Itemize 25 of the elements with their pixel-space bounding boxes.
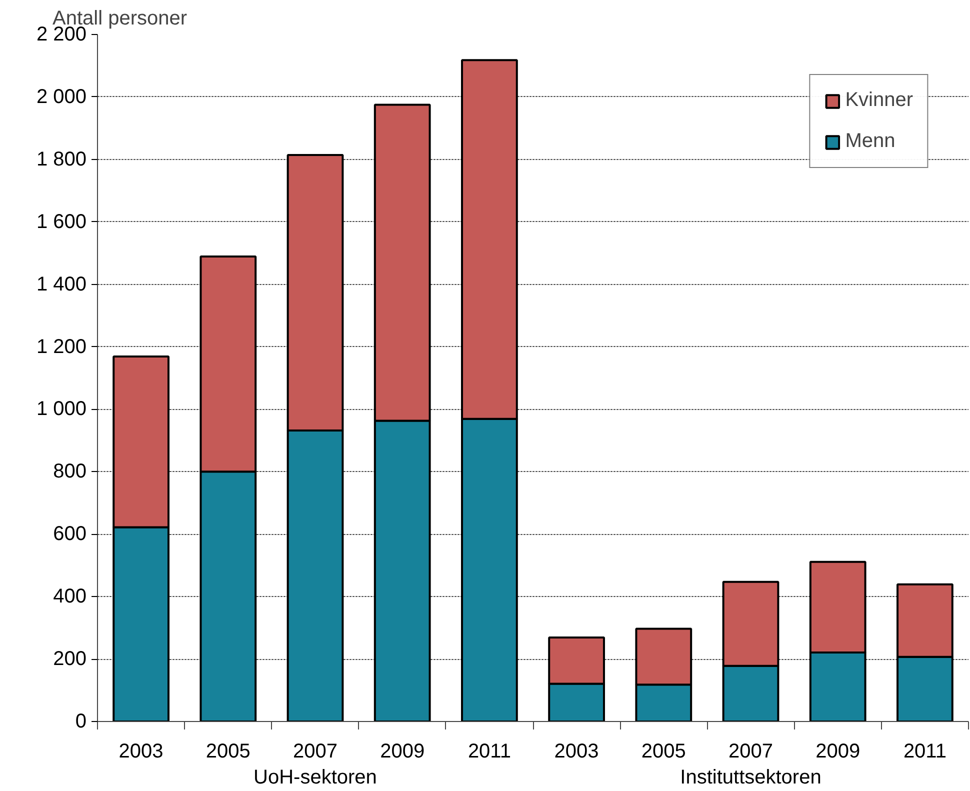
- x-tick-label: 2009: [380, 740, 425, 762]
- y-tick-label: 1 200: [36, 336, 87, 358]
- x-tick-label: 2011: [903, 740, 946, 762]
- legend-label: Kvinner: [845, 89, 913, 112]
- y-tick-label: 1 600: [36, 210, 87, 233]
- x-tick-label: 2005: [641, 740, 686, 762]
- x-tick-label: 2011: [468, 740, 511, 762]
- y-tick-label: 2 000: [36, 86, 87, 108]
- x-tick-label: 2005: [206, 740, 250, 762]
- y-tick-label: 1 800: [36, 148, 87, 170]
- text: Instituttsektoren: [680, 766, 822, 788]
- text: UoH-sektoren: [254, 766, 377, 788]
- y-tick-label: 400: [53, 586, 87, 608]
- y-tick-label: 200: [53, 648, 87, 670]
- x-tick-label: 2007: [728, 740, 774, 762]
- y-tick-label: 600: [53, 523, 87, 546]
- y-tick-label: 1 000: [36, 398, 87, 420]
- legend-label: Menn: [845, 130, 896, 153]
- x-tick-label: 2007: [293, 740, 338, 762]
- y-tick-label: 1 400: [36, 273, 87, 296]
- x-tick-label: 2003: [554, 740, 599, 762]
- y-tick-label: 0: [75, 710, 86, 732]
- x-tick-label: 2009: [816, 740, 860, 762]
- x-tick-label: 2003: [118, 740, 164, 762]
- y-tick-label: 800: [53, 460, 87, 483]
